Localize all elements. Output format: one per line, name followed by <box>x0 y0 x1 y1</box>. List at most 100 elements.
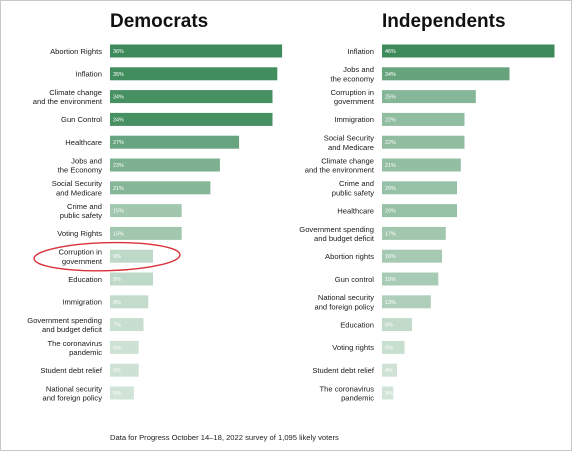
dem-climate-change-and-the-environment-bar <box>110 90 273 104</box>
ind-immigration-value-label: 22% <box>385 117 396 123</box>
ind-voting-rights-value-label: 6% <box>385 345 393 351</box>
ind-crime-and-public-safety-value-label: 20% <box>385 186 396 192</box>
ind-national-security-and-foreign-policy-bar <box>382 295 431 309</box>
dem-the-coronavirus-pandemic-bar <box>110 340 139 354</box>
dem-national-security-and-foreign-policy-category-label: National security and foreign policy <box>42 384 102 402</box>
ind-voting-rights-category-label: Voting rights <box>332 343 374 352</box>
ind-crime-and-public-safety-category-label: Crime and public safety <box>332 179 374 197</box>
ind-student-debt-relief-category-label: Student debt relief <box>312 366 375 375</box>
dem-jobs-and-the-economy-bar <box>110 158 220 172</box>
dem-inflation-category-label: Inflation <box>75 70 102 79</box>
dem-education-category-label: Education <box>68 275 102 284</box>
dem-corruption-in-government-category-label: Corruption in government <box>59 248 103 266</box>
dem-immigration-bar <box>110 295 149 309</box>
dem-healthcare-category-label: Healthcare <box>65 138 102 147</box>
ind-the-coronavirus-pandemic-category-label: The coronavirus pandemic <box>320 384 375 402</box>
ind-healthcare-category-label: Healthcare <box>337 206 374 215</box>
dem-government-spending-and-budget-deficit-category-label: Government spending and budget deficit <box>27 316 103 334</box>
dem-social-security-and-medicare-bar <box>110 181 211 195</box>
ind-jobs-and-the-economy-value-label: 34% <box>385 72 396 78</box>
ind-abortion-rights-value-label: 16% <box>385 254 396 260</box>
dem-crime-and-public-safety-bar <box>110 204 182 218</box>
ind-climate-change-and-the-environment-value-label: 21% <box>385 163 396 169</box>
dem-national-security-and-foreign-policy-value-label: 5% <box>113 391 121 397</box>
ind-inflation-category-label: Inflation <box>347 47 374 56</box>
ind-climate-change-and-the-environment-category-label: Climate change and the environment <box>305 156 375 174</box>
dem-gun-control-category-label: Gun Control <box>61 115 102 124</box>
democrats-title: Democrats <box>110 11 208 32</box>
ind-government-spending-and-budget-deficit-category-label: Government spending and budget deficit <box>299 225 375 243</box>
dem-student-debt-relief-bar <box>110 363 139 377</box>
ind-education-bar <box>382 318 412 332</box>
dem-the-coronavirus-pandemic-value-label: 6% <box>113 345 121 351</box>
independents-title: Independents <box>382 11 506 32</box>
dem-voting-rights-category-label: Voting Rights <box>57 229 102 238</box>
ind-immigration-bar <box>382 112 465 126</box>
ind-education-category-label: Education <box>340 320 374 329</box>
dem-voting-rights-bar <box>110 226 182 240</box>
dem-inflation-bar <box>110 67 278 81</box>
dem-climate-change-and-the-environment-category-label: Climate change and the environment <box>33 88 103 106</box>
ind-corruption-in-government-value-label: 25% <box>385 95 396 101</box>
ind-student-debt-relief-value-label: 4% <box>385 368 393 374</box>
dem-gun-control-bar <box>110 112 273 126</box>
dem-gun-control-value-label: 34% <box>113 117 124 123</box>
ind-gun-control-value-label: 15% <box>385 277 396 283</box>
ind-climate-change-and-the-environment-bar <box>382 158 461 172</box>
dem-social-security-and-medicare-category-label: Social Security and Medicare <box>52 179 102 197</box>
dem-climate-change-and-the-environment-value-label: 34% <box>113 95 124 101</box>
ind-gun-control-category-label: Gun control <box>335 275 375 284</box>
dem-student-debt-relief-category-label: Student debt relief <box>40 366 103 375</box>
ind-student-debt-relief-bar <box>382 363 397 377</box>
ind-crime-and-public-safety-bar <box>382 181 457 195</box>
ind-national-security-and-foreign-policy-value-label: 13% <box>385 300 396 306</box>
ind-jobs-and-the-economy-bar <box>382 67 510 81</box>
ind-corruption-in-government-category-label: Corruption in government <box>331 88 375 106</box>
footnote: Data for Progress October 14–18, 2022 su… <box>110 433 339 442</box>
ind-abortion-rights-category-label: Abortion rights <box>325 252 374 261</box>
ind-social-security-and-medicare-category-label: Social Security and Medicare <box>324 134 374 152</box>
ind-inflation-value-label: 46% <box>385 49 396 55</box>
dem-government-spending-and-budget-deficit-value-label: 7% <box>113 323 121 329</box>
dem-healthcare-value-label: 27% <box>113 140 124 146</box>
dem-immigration-value-label: 8% <box>113 300 121 306</box>
independents-panel: 46% Inflation 34% Jobs and the economy 25% Cor… <box>299 44 555 403</box>
ind-immigration-category-label: Immigration <box>334 115 374 124</box>
dem-jobs-and-the-economy-value-label: 23% <box>113 163 124 169</box>
ind-abortion-rights-bar <box>382 249 442 263</box>
ind-gun-control-bar <box>382 272 439 286</box>
ind-the-coronavirus-pandemic-value-label: 3% <box>385 391 393 397</box>
ind-inflation-bar <box>382 44 555 58</box>
dem-national-security-and-foreign-policy-bar <box>110 386 134 400</box>
dem-voting-rights-value-label: 15% <box>113 231 124 237</box>
ind-government-spending-and-budget-deficit-bar <box>382 226 446 240</box>
highlight-ellipse <box>33 241 181 272</box>
ind-the-coronavirus-pandemic-bar <box>382 386 394 400</box>
dem-healthcare-bar <box>110 135 240 149</box>
dem-education-bar <box>110 272 153 286</box>
ind-education-value-label: 8% <box>385 323 393 329</box>
dem-social-security-and-medicare-value-label: 21% <box>113 186 124 192</box>
highlight-layer <box>33 241 181 272</box>
ind-corruption-in-government-bar <box>382 90 476 104</box>
dem-the-coronavirus-pandemic-category-label: The coronavirus pandemic <box>48 339 103 357</box>
dem-abortion-rights-category-label: Abortion Rights <box>50 47 102 56</box>
dem-student-debt-relief-value-label: 6% <box>113 368 121 374</box>
dem-corruption-in-government-value-label: 9% <box>113 254 121 260</box>
dem-jobs-and-the-economy-category-label: Jobs and the Economy <box>58 156 103 174</box>
dem-crime-and-public-safety-value-label: 15% <box>113 209 124 215</box>
dem-immigration-category-label: Immigration <box>62 298 102 307</box>
dem-abortion-rights-value-label: 36% <box>113 49 124 55</box>
dem-crime-and-public-safety-category-label: Crime and public safety <box>60 202 102 220</box>
dem-inflation-value-label: 35% <box>113 72 124 78</box>
ind-social-security-and-medicare-bar <box>382 135 465 149</box>
dem-corruption-in-government-bar <box>110 249 153 263</box>
ind-healthcare-bar <box>382 204 457 218</box>
ind-social-security-and-medicare-value-label: 22% <box>385 140 396 146</box>
dem-education-value-label: 9% <box>113 277 121 283</box>
ind-government-spending-and-budget-deficit-value-label: 17% <box>385 231 396 237</box>
ind-national-security-and-foreign-policy-category-label: National security and foreign policy <box>314 293 374 311</box>
ind-voting-rights-bar <box>382 340 405 354</box>
democrats-panel: 36% Abortion Rights 35% Inflation 34% Climate… <box>27 44 283 403</box>
